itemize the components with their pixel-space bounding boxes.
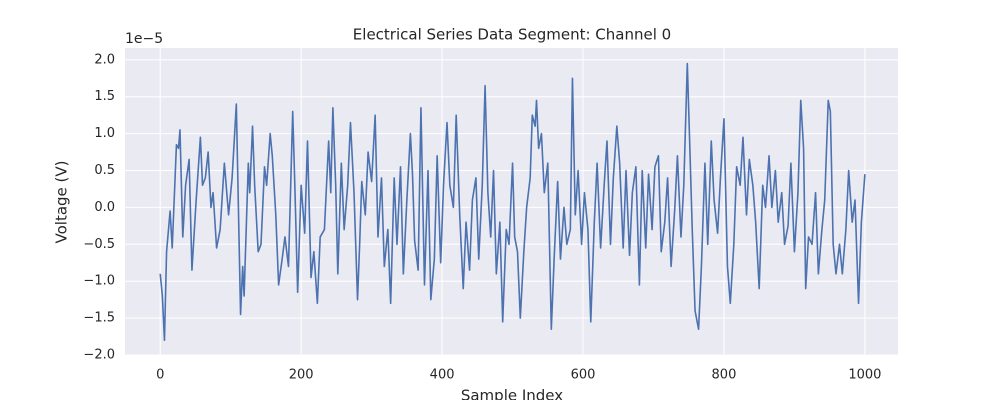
y-tick-label: 1.5 xyxy=(94,89,115,104)
y-tick-label: −0.5 xyxy=(83,237,115,252)
y-tick-label: 0.5 xyxy=(94,163,115,178)
x-tick-label: 1000 xyxy=(848,368,881,383)
y-tick-label: −2.0 xyxy=(83,348,115,363)
chart-title: Electrical Series Data Segment: Channel … xyxy=(353,26,671,44)
x-tick-label: 0 xyxy=(156,368,164,383)
x-tick-label: 400 xyxy=(430,368,455,383)
x-tick-label: 200 xyxy=(289,368,314,383)
y-tick-label: −1.0 xyxy=(83,274,115,289)
x-tick-label: 600 xyxy=(571,368,596,383)
y-tick-label: −1.5 xyxy=(83,311,115,326)
data-line xyxy=(159,62,866,342)
y-axis-label: Voltage (V) xyxy=(53,161,71,244)
x-axis-label: Sample Index xyxy=(461,387,563,400)
y-tick-label: 0.0 xyxy=(94,200,115,215)
x-tick-label: 800 xyxy=(712,368,737,383)
y-offset-label: 1e−5 xyxy=(125,31,163,47)
y-tick-label: 2.0 xyxy=(94,52,115,67)
y-tick-label: 1.0 xyxy=(94,126,115,141)
